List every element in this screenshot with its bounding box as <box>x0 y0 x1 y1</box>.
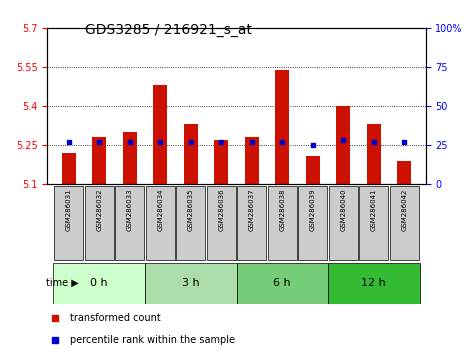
Text: GSM286041: GSM286041 <box>371 189 377 231</box>
Bar <box>176 185 205 261</box>
Point <box>157 139 164 145</box>
Bar <box>115 185 144 261</box>
Text: GSM286036: GSM286036 <box>218 189 224 232</box>
Bar <box>298 185 327 261</box>
Bar <box>245 137 259 184</box>
Bar <box>275 70 289 184</box>
Bar <box>397 161 411 184</box>
Bar <box>359 185 388 261</box>
Bar <box>146 185 175 261</box>
Text: GSM286042: GSM286042 <box>401 189 407 231</box>
Text: GSM286039: GSM286039 <box>310 189 316 232</box>
Bar <box>53 263 145 304</box>
Point <box>96 139 103 145</box>
Point <box>187 139 194 145</box>
Bar <box>329 185 358 261</box>
Text: GSM286031: GSM286031 <box>66 189 72 232</box>
Bar <box>336 106 350 184</box>
Bar <box>123 132 137 184</box>
Text: GSM286038: GSM286038 <box>279 189 285 232</box>
Text: GSM286034: GSM286034 <box>157 189 163 231</box>
Text: 0 h: 0 h <box>90 278 108 288</box>
Bar <box>390 185 419 261</box>
Bar <box>62 153 76 184</box>
Point <box>218 139 225 145</box>
Bar <box>367 124 381 184</box>
Text: GDS3285 / 216921_s_at: GDS3285 / 216921_s_at <box>85 23 252 37</box>
Text: GSM286040: GSM286040 <box>340 189 346 231</box>
Text: 3 h: 3 h <box>182 278 200 288</box>
Text: GSM286032: GSM286032 <box>96 189 102 231</box>
Point <box>370 139 377 145</box>
Text: GSM286037: GSM286037 <box>249 189 255 232</box>
Point <box>65 139 72 145</box>
Text: GSM286035: GSM286035 <box>188 189 194 231</box>
Bar <box>184 124 198 184</box>
Point <box>340 138 347 143</box>
Bar <box>237 185 266 261</box>
Bar <box>207 185 236 261</box>
Bar <box>54 185 83 261</box>
Bar <box>85 185 114 261</box>
Bar <box>306 155 320 184</box>
Text: GSM286033: GSM286033 <box>127 189 133 232</box>
Text: 12 h: 12 h <box>361 278 386 288</box>
Bar <box>328 263 420 304</box>
Bar <box>214 140 228 184</box>
Point <box>401 139 408 145</box>
Point <box>279 139 286 145</box>
Point <box>248 139 255 145</box>
Bar <box>236 263 328 304</box>
Point <box>309 142 316 148</box>
Text: transformed count: transformed count <box>70 313 161 323</box>
Text: percentile rank within the sample: percentile rank within the sample <box>70 335 235 345</box>
Point <box>126 139 133 145</box>
Bar <box>145 263 236 304</box>
Bar <box>92 137 106 184</box>
Text: 6 h: 6 h <box>273 278 291 288</box>
Text: time ▶: time ▶ <box>46 278 79 288</box>
Bar <box>268 185 297 261</box>
Bar <box>153 85 167 184</box>
